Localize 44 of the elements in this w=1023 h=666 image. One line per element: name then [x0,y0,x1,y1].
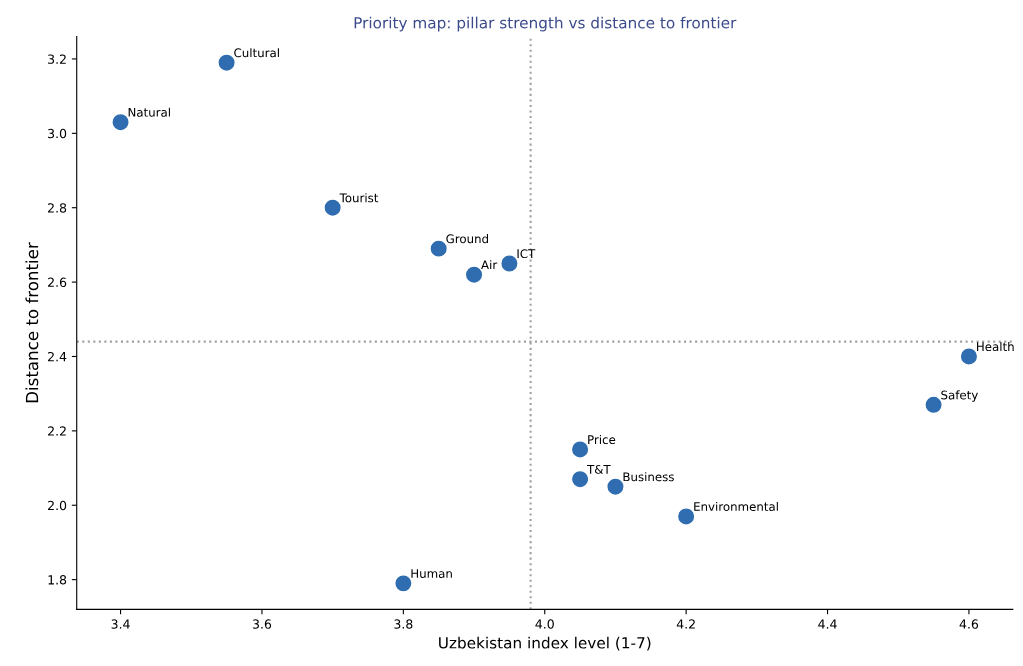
y-tick-label: 2.8 [48,203,67,213]
annotation: Natural [128,107,170,117]
x-tick-label: 3.8 [394,619,413,629]
annotation: Price [588,434,616,445]
point [112,114,129,131]
point [607,478,624,495]
annotation: Business [623,472,674,482]
y-tick-label: 2.2 [48,426,66,436]
point [960,348,977,365]
annotation: Cultural [234,48,279,58]
y-tick-label: 2.4 [48,351,67,362]
annotation: Human [411,569,452,578]
x-tick-label: 4.6 [959,619,979,629]
y-tick-label: 1.8 [48,575,67,585]
y-tick-label: 2.6 [48,277,67,288]
x-axis-title: Uzbekistan index level (1-7) [439,636,651,651]
annotation: Environmental [694,501,778,512]
point [572,471,589,488]
y-tick-label: 3.2 [48,54,66,64]
annotation: Air [481,260,498,270]
point [430,240,447,257]
point [501,255,518,272]
annotation: Health [977,341,1014,352]
annotation: ICT [517,249,536,259]
y-tick-label: 2.0 [48,500,67,511]
annotation: Safety [941,390,978,402]
point [678,508,695,525]
x-tick-label: 4.0 [535,619,554,629]
chart-title: Priority map: pillar strength vs distance to frontier [354,16,737,32]
point [925,396,942,413]
annotation: T&T [587,464,611,474]
x-tick-label: 3.6 [252,619,272,629]
x-tick-label: 4.2 [676,619,695,629]
annotation: Tourist [339,193,379,203]
point [324,199,341,216]
annotation: Ground [446,234,488,244]
point [395,575,412,592]
point [218,54,235,71]
y-tick-label: 3.0 [48,128,67,139]
y-axis-title: Distance to frontier [25,242,39,403]
point [466,266,483,283]
point [572,441,589,458]
x-tick-label: 4.4 [818,619,837,629]
x-tick-label: 3.4 [111,619,130,629]
